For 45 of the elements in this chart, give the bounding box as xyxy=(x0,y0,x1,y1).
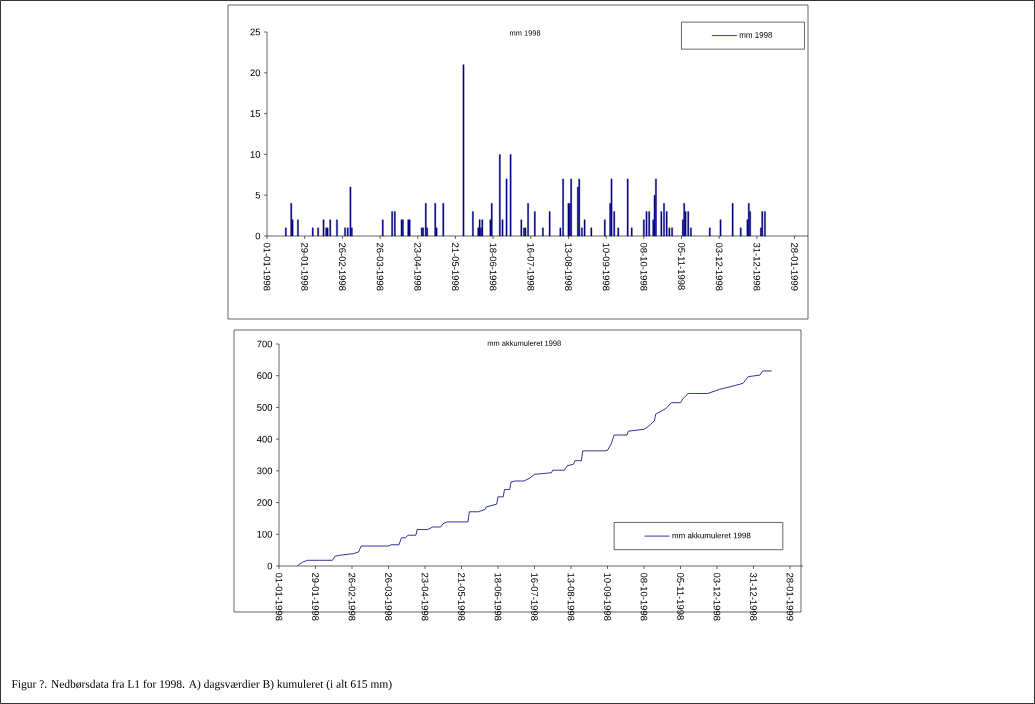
y-tick-label: 600 xyxy=(257,372,273,380)
y-tick-label: 0 xyxy=(255,232,261,240)
x-tick-label: 01-01-1998 xyxy=(275,572,283,621)
y-tick-label: 25 xyxy=(250,28,261,36)
x-tick-label: 08-10-1998 xyxy=(640,242,648,291)
x-tick-label: 29-01-1998 xyxy=(301,242,309,291)
x-tick-label: 23-04-1998 xyxy=(414,242,422,291)
y-tick-label: 400 xyxy=(256,435,273,443)
x-tick-label: 18-06-1998 xyxy=(489,243,497,291)
y-tick-label: 100 xyxy=(257,530,273,538)
x-tick-label: 23-04-1998 xyxy=(421,572,429,621)
x-tick-label: 08-10-1998 xyxy=(640,572,648,621)
y-tick-label: 5 xyxy=(255,191,261,199)
x-tick-label: 18-06-1998 xyxy=(494,573,502,621)
x-tick-label: 21-05-1998 xyxy=(458,572,465,621)
x-tick-label: 26-02-1998 xyxy=(339,242,346,291)
y-tick-label: 200 xyxy=(257,499,273,506)
y-tick-label: 500 xyxy=(257,404,273,411)
x-tick-label: 13-08-1998 xyxy=(565,243,572,291)
text: Figur ?. Nedbørsdata fra L1 for 1998. A) dagsværdier B) kumuleret (i alt 615 mm) xyxy=(11,679,392,691)
y-tick-label: 15 xyxy=(250,110,261,117)
x-tick-label: 28-01-1999 xyxy=(791,242,798,291)
x-tick-label: 29-01-1998 xyxy=(312,572,319,621)
x-tick-label: 21-05-1998 xyxy=(452,242,459,291)
y-tick-label: 10 xyxy=(250,151,261,158)
y-tick-label: 300 xyxy=(257,467,273,475)
x-tick-label: 10-09-1998 xyxy=(602,243,610,291)
x-tick-label: 01-01-1998 xyxy=(263,242,271,291)
x-tick-label: 26-03-1998 xyxy=(385,572,392,621)
x-tick-label: 28-01-1999 xyxy=(786,572,794,621)
x-tick-label: 05-11-1998 xyxy=(677,572,684,620)
x-tick-label: 31-12-1998 xyxy=(753,242,761,291)
x-tick-label: 05-11-1998 xyxy=(678,242,685,290)
y-tick-label: 20 xyxy=(250,69,261,77)
x-tick-label: 31-12-1998 xyxy=(750,572,757,621)
x-tick-label: 10-09-1998 xyxy=(604,573,611,621)
y-tick-label: 700 xyxy=(257,340,273,348)
x-tick-label: 16-07-1998 xyxy=(531,573,538,621)
x-tick-label: 13-08-1998 xyxy=(567,573,575,621)
x-tick-label: 03-12-1998 xyxy=(713,572,721,621)
x-tick-label: 16-07-1998 xyxy=(527,243,535,291)
y-tick-label: 0 xyxy=(267,562,273,570)
x-tick-label: 03-12-1998 xyxy=(715,242,723,291)
x-tick-label: 26-02-1998 xyxy=(348,572,356,621)
x-tick-label: 26-03-1998 xyxy=(376,242,384,291)
